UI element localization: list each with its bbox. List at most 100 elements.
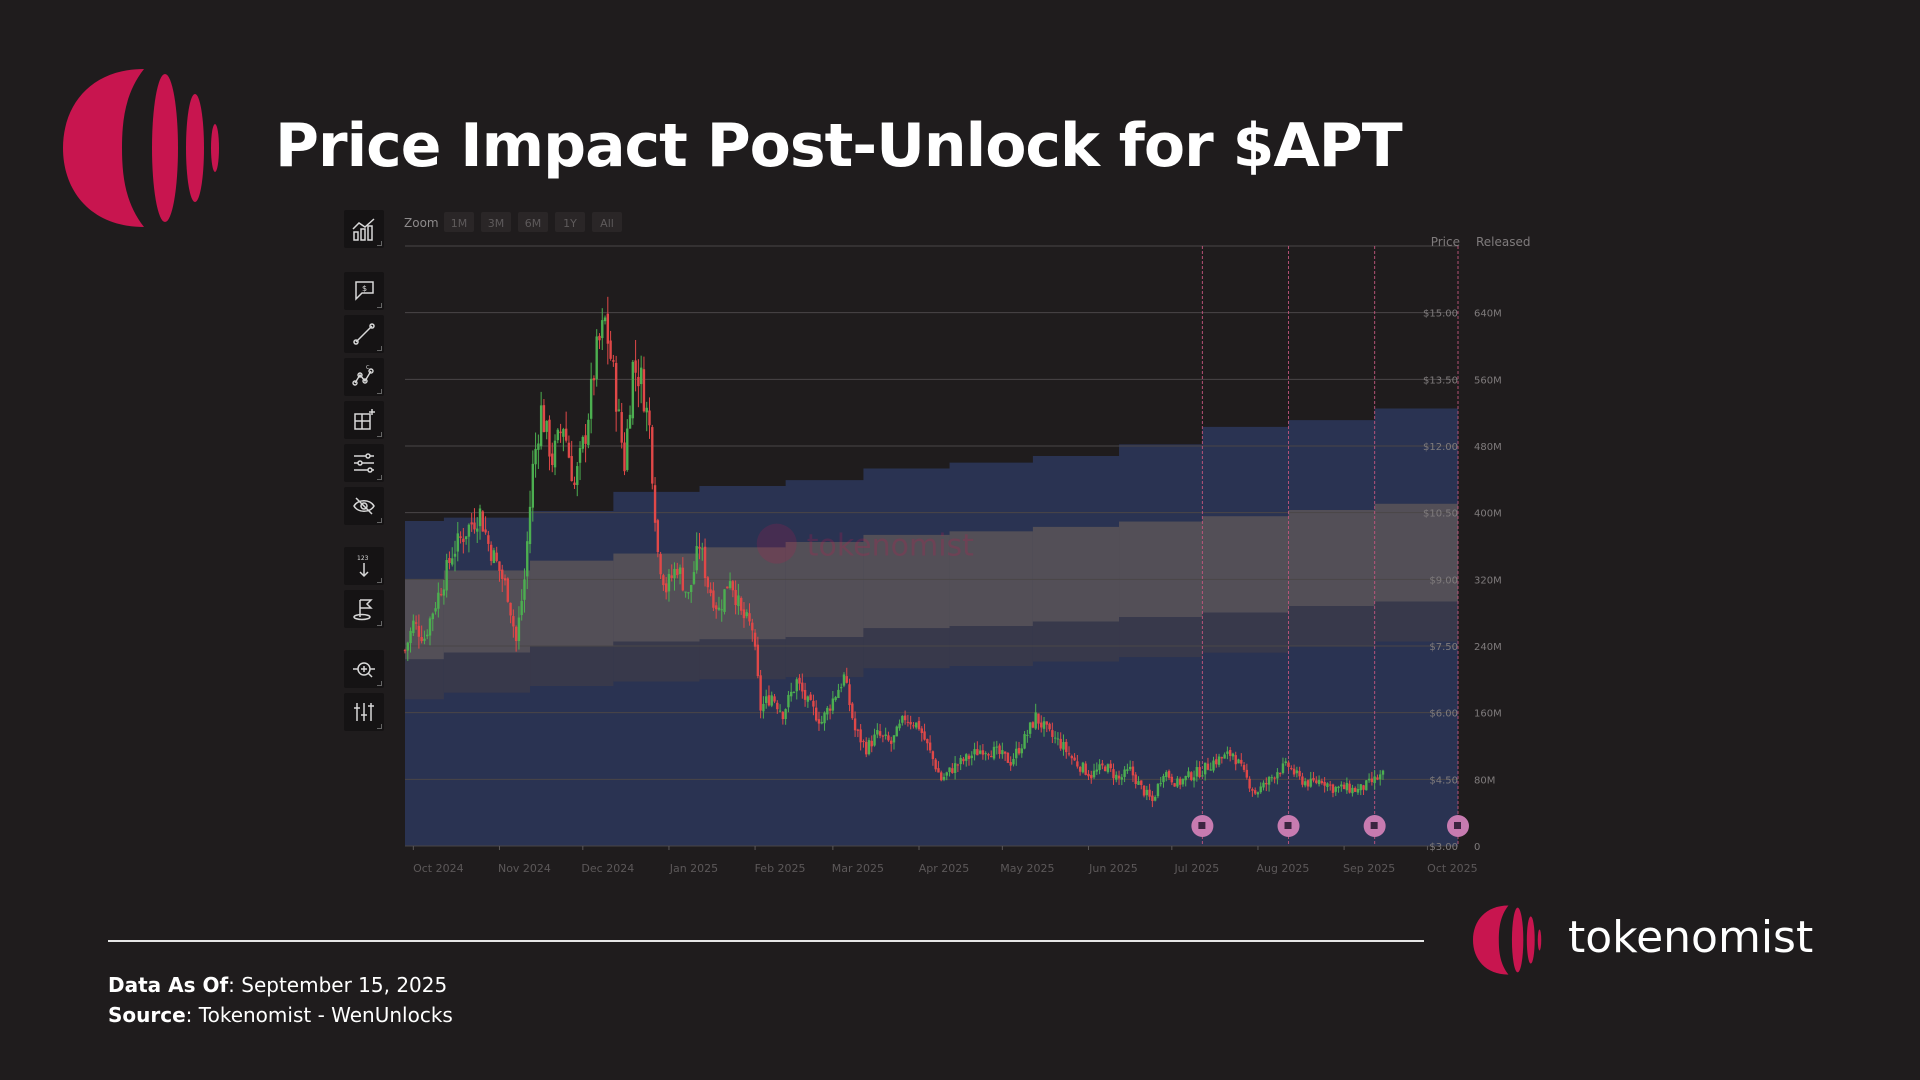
price-band-segment [785, 542, 864, 638]
candle [631, 359, 635, 425]
candle-body [923, 731, 926, 740]
zoom-option-label[interactable]: All [600, 217, 614, 230]
adjust-icon[interactable] [344, 693, 384, 731]
zoom-option-label[interactable]: 1M [451, 217, 468, 230]
candle-body [1165, 772, 1168, 778]
hide-icon[interactable] [344, 487, 384, 525]
candle-body [426, 634, 429, 637]
candle-body [1128, 766, 1132, 770]
candle-body [612, 360, 615, 362]
candle [826, 705, 829, 721]
unlock-marker[interactable] [1363, 815, 1386, 837]
candle [689, 584, 693, 603]
candle-body [423, 638, 426, 641]
chart-watermark: tokenomist [756, 523, 974, 564]
unlock-icon[interactable] [1198, 822, 1206, 829]
candle [539, 391, 543, 450]
candle [442, 579, 446, 605]
candle [862, 739, 865, 748]
price-alert-icon[interactable]: $ [344, 272, 384, 310]
pattern-icon[interactable]: C [344, 358, 384, 396]
candle [623, 432, 626, 476]
candle [1265, 777, 1268, 792]
flag-icon[interactable] [344, 590, 384, 628]
indicators-icon[interactable] [344, 444, 384, 482]
candle [1031, 721, 1035, 729]
measure-grid-icon[interactable] [344, 401, 384, 439]
candle [1040, 715, 1043, 733]
candle [1292, 764, 1296, 777]
candle [728, 572, 732, 590]
candle [1059, 732, 1062, 751]
candle-body [592, 378, 596, 381]
unlock-marker[interactable] [1191, 815, 1214, 837]
zoom-option-bg[interactable] [481, 212, 511, 232]
candle-body [892, 735, 896, 743]
candle-body [514, 626, 518, 642]
unlock-marker[interactable] [1277, 815, 1300, 837]
candle [709, 582, 712, 597]
candle [495, 546, 498, 563]
candle-body [1042, 721, 1046, 729]
candle [859, 724, 862, 751]
candle [1145, 785, 1149, 801]
candle-body [945, 772, 948, 776]
candle-body [1151, 795, 1154, 802]
candle [1070, 754, 1074, 765]
candle [1115, 771, 1118, 783]
zoom-option-label[interactable]: 6M [525, 217, 542, 230]
zoom-option-1y[interactable]: 1Y [555, 212, 585, 232]
candle-body [992, 746, 996, 759]
candle [1092, 763, 1096, 780]
candle-body [789, 691, 793, 697]
zoom-option-bg[interactable] [555, 212, 585, 232]
candle-body [1345, 782, 1349, 791]
candle [1067, 746, 1071, 757]
zoom-scan-icon[interactable] [344, 650, 384, 688]
zoom-option-bg[interactable] [592, 212, 622, 232]
unlock-marker[interactable] [1447, 815, 1469, 837]
candle-body [842, 674, 846, 686]
candle-body [1359, 784, 1362, 791]
price-band-segment [949, 531, 1033, 626]
candle [953, 756, 957, 780]
candle [403, 648, 407, 654]
zoom-option-bg[interactable] [518, 212, 548, 232]
candle [642, 356, 646, 413]
candle-body [628, 414, 632, 429]
brand-logo-icon [1473, 905, 1542, 975]
svg-text:$: $ [362, 284, 367, 293]
zoom-option-label[interactable]: 3M [488, 217, 505, 230]
zoom-option-1m[interactable]: 1M [444, 212, 474, 232]
unlock-icon[interactable] [1284, 822, 1292, 829]
zoom-option-bg[interactable] [444, 212, 474, 232]
sort-123-icon[interactable]: 123 [344, 547, 384, 585]
trend-line-icon[interactable] [344, 315, 384, 353]
candle-body [1184, 776, 1187, 781]
candle-body [412, 620, 415, 634]
price-band-segment [1202, 516, 1289, 613]
zoom-option-6m[interactable]: 6M [518, 212, 548, 232]
zoom-option-label[interactable]: 1Y [563, 217, 577, 230]
candle-body [1251, 789, 1254, 791]
candle [1295, 766, 1299, 778]
candle [503, 574, 507, 586]
zoom-option-all[interactable]: All [592, 212, 622, 232]
zoom-option-3m[interactable]: 3M [481, 212, 511, 232]
candle-body [523, 579, 526, 600]
chart-type-icon[interactable] [344, 210, 384, 248]
candle-body [1095, 769, 1099, 772]
candle-body [595, 336, 598, 380]
candle-body [920, 728, 923, 734]
candle [856, 728, 860, 738]
unlock-icon[interactable] [1370, 822, 1378, 829]
unlock-icon[interactable] [1454, 822, 1461, 829]
price-tick-label: $9.00 [1429, 575, 1458, 586]
zoom-label: Zoom [404, 216, 439, 230]
candle-body [706, 577, 710, 588]
candle-body [456, 533, 459, 552]
candle [831, 691, 835, 715]
candle-body [1370, 778, 1374, 783]
candle-body [723, 589, 726, 612]
candle [678, 564, 682, 585]
